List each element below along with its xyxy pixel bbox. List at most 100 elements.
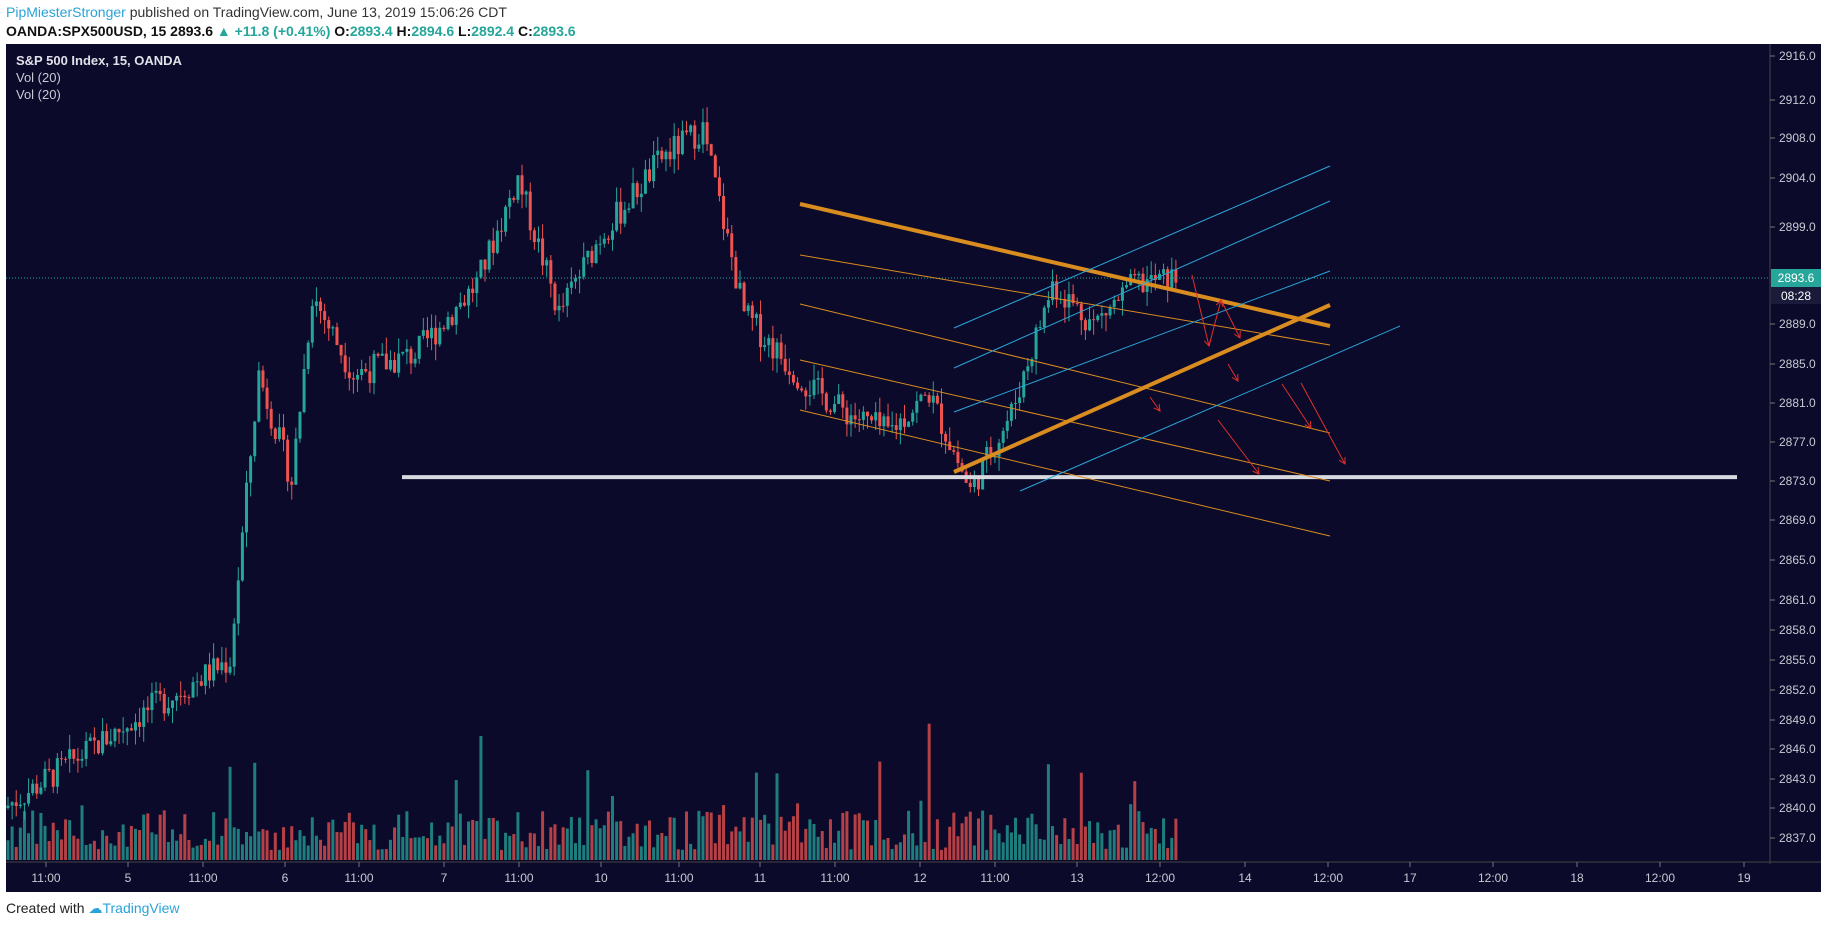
volume-bar [298, 830, 302, 860]
volume-bar [528, 832, 532, 860]
candle-body [972, 477, 976, 487]
volume-bar [430, 822, 434, 860]
price-chart[interactable]: 2916.0 2912.0 2908.0 2904.0 2899.0 2889.0 2885… [0, 0, 1828, 900]
chart-area[interactable] [6, 44, 1821, 892]
y-tick-label: 2912.0 [1779, 93, 1816, 107]
volume-bar [14, 846, 18, 860]
volume-bar [96, 849, 100, 860]
candle-body [187, 697, 191, 699]
volume-bar [787, 821, 791, 860]
volume-bar [1083, 826, 1087, 860]
candle-body [43, 768, 47, 788]
volume-bar [1092, 842, 1096, 860]
candle-body [150, 692, 154, 711]
volume-bar [277, 849, 281, 860]
volume-bar [1009, 832, 1013, 860]
candle-body [779, 342, 783, 359]
volume-bar [837, 830, 841, 860]
volume-bar [812, 824, 816, 860]
candle-body [717, 177, 721, 196]
candle-body [372, 353, 376, 384]
candle-body [874, 412, 878, 421]
volume-bar [35, 843, 39, 860]
candle-body [290, 481, 294, 485]
candle-body [627, 208, 631, 210]
candle-body [882, 416, 886, 427]
candle-body [80, 758, 84, 761]
volume-bar [319, 839, 323, 860]
candle-body [524, 191, 528, 195]
volume-bar [84, 844, 88, 860]
legend-title[interactable]: S&P 500 Index, 15, OANDA [16, 53, 182, 68]
candle-body [685, 130, 689, 133]
candle-body [1063, 299, 1067, 308]
tradingview-brand[interactable]: TradingView [102, 900, 180, 916]
volume-bar [919, 800, 923, 860]
candle-body [623, 209, 627, 224]
candle-body [162, 694, 166, 714]
candle-body [138, 722, 142, 727]
volume-bar [619, 821, 623, 860]
publisher-line: PipMiesterStronger published on TradingV… [6, 4, 576, 21]
countdown-label: 08:28 [1781, 289, 1811, 303]
candle-body [828, 410, 832, 412]
y-tick-label: 2889.0 [1779, 317, 1816, 331]
candle-body [615, 201, 619, 231]
candle-body [1071, 294, 1075, 304]
volume-bar [384, 849, 388, 860]
volume-bar [273, 832, 277, 860]
volume-bar [72, 835, 76, 860]
candle-body [742, 282, 746, 312]
volume-bar [989, 814, 993, 860]
volume-bar [1022, 843, 1026, 860]
volume-bar [323, 845, 327, 860]
candle-body [92, 737, 96, 741]
volume-bar [310, 817, 314, 860]
volume-bar [138, 830, 142, 860]
candle-body [68, 749, 72, 759]
volume-bar [376, 849, 380, 860]
volume-bar [290, 826, 294, 860]
y-tick-label: 2916.0 [1779, 49, 1816, 63]
volume-bar [1157, 843, 1161, 860]
candle-body [1083, 320, 1087, 331]
candle-body [208, 664, 212, 681]
candle-body [347, 372, 351, 379]
volume-bar [154, 834, 158, 860]
candle-body [857, 419, 861, 421]
candle-body [981, 458, 985, 490]
volume-bar [150, 832, 154, 860]
legend-volume-1[interactable]: Vol (20) [16, 70, 61, 85]
volume-bar [1108, 830, 1112, 860]
volume-bar [18, 827, 22, 860]
candle-body [722, 195, 726, 230]
candle-body [545, 260, 549, 266]
cyan-channel-line [1019, 325, 1401, 492]
volume-bar [47, 841, 51, 860]
candle-body [364, 369, 368, 372]
volume-bar [179, 834, 183, 860]
candle-body [302, 369, 306, 412]
volume-bar [1038, 838, 1042, 860]
volume-bar [425, 838, 429, 860]
volume-bar [245, 832, 249, 860]
candle-body [705, 122, 709, 145]
volume-bar [771, 844, 775, 860]
volume-bar [594, 819, 598, 860]
candle-body [935, 395, 939, 404]
volume-bar [1067, 839, 1071, 860]
volume-bar [648, 820, 652, 860]
volume-bar [705, 811, 709, 860]
candle-body [1022, 371, 1026, 398]
author-link[interactable]: PipMiesterStronger [6, 4, 126, 20]
volume-bar [401, 836, 405, 860]
candle-body [1038, 327, 1042, 329]
candle-body [397, 353, 401, 373]
volume-bar [808, 819, 812, 860]
candle-body [619, 201, 623, 224]
volume-bar [557, 844, 561, 860]
x-tick-label: 7 [441, 871, 448, 885]
candle-body [314, 301, 318, 306]
legend-volume-2[interactable]: Vol (20) [16, 87, 61, 102]
candle-body [693, 125, 697, 149]
